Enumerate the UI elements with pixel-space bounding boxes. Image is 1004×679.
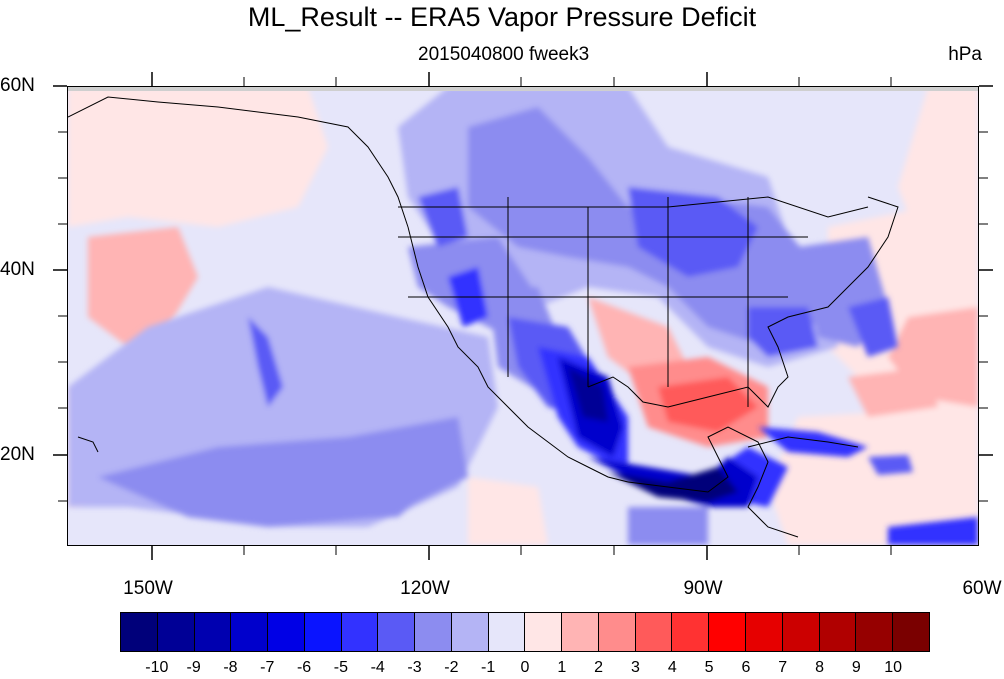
colorbar-swatch bbox=[598, 613, 636, 651]
colorbar-swatch bbox=[562, 613, 599, 651]
colorbar-swatch bbox=[231, 613, 269, 651]
colorbar-tick-label: -3 bbox=[407, 659, 422, 676]
colorbar-swatch bbox=[304, 613, 342, 651]
map-subtitle: 2015040800 fweek3 bbox=[418, 44, 590, 65]
colorbar-tick-label: -2 bbox=[444, 659, 459, 676]
colorbar-tick-label: 1 bbox=[557, 659, 567, 676]
colorbar-swatch bbox=[488, 613, 526, 651]
colorbar-tick-label: 7 bbox=[778, 659, 788, 676]
lat-label-60n: 60N bbox=[0, 75, 35, 96]
lat-label-40n: 40N bbox=[0, 259, 35, 280]
colorbar-swatch bbox=[635, 613, 673, 651]
colorbar-tick-label: 5 bbox=[704, 659, 714, 676]
colorbar-swatch bbox=[268, 613, 305, 651]
colorbar-swatch bbox=[819, 613, 857, 651]
colorbar-tick-label: -9 bbox=[186, 659, 201, 676]
colorbar-tick-label: -1 bbox=[481, 659, 496, 676]
colorbar-swatch bbox=[451, 613, 489, 651]
colorbar-swatch bbox=[893, 613, 929, 651]
lon-label-60w: 60W bbox=[962, 578, 1002, 599]
colorbar-tick-label: 3 bbox=[631, 659, 640, 676]
colorbar-swatch bbox=[341, 613, 379, 651]
colorbar-tick-label: 6 bbox=[741, 659, 751, 676]
colorbar-swatch bbox=[782, 613, 820, 651]
colorbar-tick-label: -7 bbox=[260, 659, 275, 676]
colorbar bbox=[120, 612, 930, 652]
colorbar-swatch bbox=[746, 613, 783, 651]
colorbar-swatch bbox=[378, 613, 416, 651]
colorbar-swatch bbox=[709, 613, 747, 651]
coastline-outlines bbox=[68, 96, 899, 538]
lat-label-20n: 20N bbox=[0, 444, 35, 465]
colorbar-tick-label: 10 bbox=[884, 659, 903, 676]
colorbar-tick-label: -6 bbox=[296, 659, 312, 676]
map-plot-area bbox=[67, 86, 979, 546]
negative-anomaly-areas bbox=[68, 87, 978, 545]
colorbar-swatch bbox=[194, 613, 232, 651]
colorbar-tick-label: 0 bbox=[520, 659, 530, 676]
axis-ticks bbox=[53, 72, 993, 560]
lon-label-150w: 150W bbox=[123, 578, 173, 599]
colorbar-tick-label: 2 bbox=[594, 659, 604, 676]
colorbar-tick-label: -8 bbox=[223, 659, 238, 676]
lon-label-120w: 120W bbox=[400, 578, 450, 599]
colorbar-swatch bbox=[525, 613, 563, 651]
colorbar-swatch bbox=[121, 613, 158, 651]
units-label: hPa bbox=[948, 44, 982, 65]
colorbar-swatch bbox=[415, 613, 452, 651]
colorbar-tick-label: 8 bbox=[815, 659, 824, 676]
colorbar-tick-label: 4 bbox=[667, 659, 677, 676]
colorbar-tick-label: -4 bbox=[370, 659, 385, 676]
colorbar-swatch bbox=[856, 613, 894, 651]
colorbar-swatch bbox=[157, 613, 195, 651]
map-title: ML_Result -- ERA5 Vapor Pressure Deficit bbox=[247, 2, 757, 32]
colorbar-tick-label: -5 bbox=[333, 659, 349, 676]
vpd-anomaly-map bbox=[68, 87, 978, 545]
lon-label-90w: 90W bbox=[683, 578, 723, 599]
colorbar-tick-label: -10 bbox=[145, 659, 169, 676]
colorbar-tick-label: 9 bbox=[851, 659, 861, 676]
no-data-strip bbox=[68, 87, 978, 91]
colorbar-swatch bbox=[672, 613, 710, 651]
